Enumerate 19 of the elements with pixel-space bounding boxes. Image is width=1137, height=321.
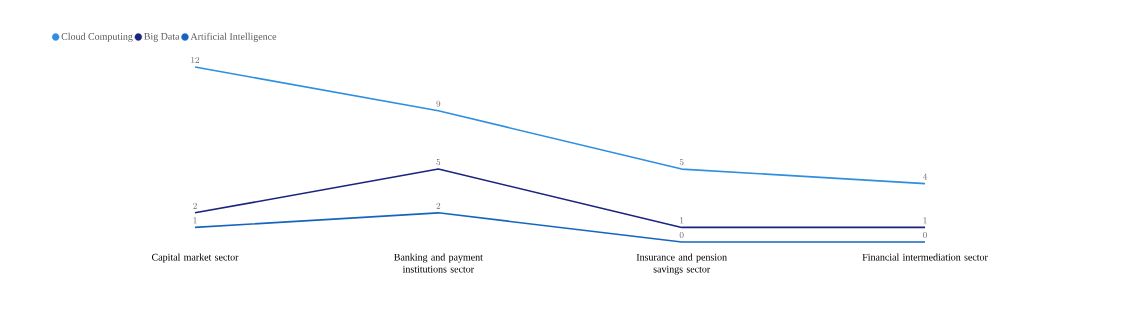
data-label: 5	[436, 159, 441, 166]
data-label: 2	[193, 202, 197, 209]
x-tick-label: Banking and payment institutions sector	[394, 253, 483, 273]
data-label: 0	[679, 231, 684, 239]
data-label: 2	[436, 202, 441, 209]
data-label: 1	[680, 217, 684, 224]
x-tick-label: Financial intermediation sector	[862, 253, 988, 261]
data-label: 5	[679, 159, 684, 166]
data-label: 1	[193, 217, 197, 224]
legend-label: Artificial Intelligence	[190, 32, 277, 42]
x-tick-label: Capital market sector	[151, 253, 239, 263]
legend-label: Big Data	[144, 32, 180, 42]
data-label: 9	[436, 100, 441, 107]
x-tick-label: Insurance and pension savings sector	[636, 253, 727, 275]
data-label: 0	[923, 231, 927, 239]
legend-label: Cloud Computing	[61, 32, 133, 42]
data-label: 12	[191, 56, 200, 63]
data-label: 1	[923, 217, 927, 224]
data-label: 4	[922, 173, 928, 180]
